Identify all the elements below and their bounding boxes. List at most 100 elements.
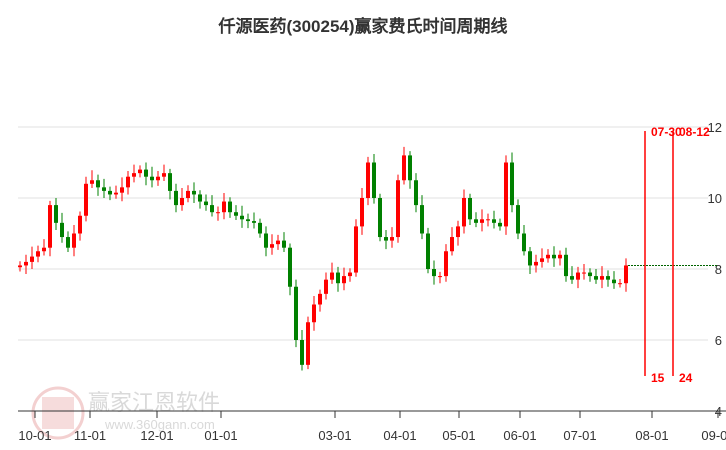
candle-body <box>42 247 46 252</box>
candle-body <box>426 233 430 269</box>
candle-body <box>564 254 568 277</box>
candle-body <box>594 276 598 280</box>
candle-body <box>324 279 328 294</box>
candle-body <box>378 198 382 238</box>
candle-body <box>462 198 466 227</box>
candle-body <box>504 162 508 227</box>
candle-body <box>252 221 256 223</box>
x-tick-label: 07-01 <box>563 428 596 443</box>
candle-body <box>288 247 292 287</box>
candle-body <box>162 173 166 177</box>
candle-body <box>582 272 586 274</box>
cycle-bottom-label: 15 <box>651 371 665 385</box>
candle-body <box>516 205 520 234</box>
x-tick-label: 03-01 <box>318 428 351 443</box>
candle-body <box>510 162 514 206</box>
candle-body <box>186 190 190 198</box>
candle-body <box>114 192 118 195</box>
candle-body <box>144 169 148 177</box>
candle-body <box>78 215 82 234</box>
candle-body <box>480 219 484 223</box>
candle-body <box>276 240 280 245</box>
candle-body <box>282 240 286 248</box>
candle-body <box>216 212 220 214</box>
candle-body <box>372 162 376 198</box>
x-tick-label: 10-01 <box>18 428 51 443</box>
candle-body <box>300 340 304 365</box>
candle-body <box>138 169 142 174</box>
x-tick-label: 01-01 <box>204 428 237 443</box>
candle-body <box>204 201 208 206</box>
candle-body <box>420 205 424 234</box>
candle-body <box>540 258 544 262</box>
candle-body <box>546 254 550 259</box>
candle-body <box>30 256 34 262</box>
candle-body <box>180 198 184 206</box>
candle-body <box>306 322 310 365</box>
candle-body <box>150 176 154 181</box>
candle-body <box>498 222 502 227</box>
candle-body <box>312 304 316 323</box>
y-tick-label: 10 <box>708 191 722 206</box>
watermark-url: www.360gann.com <box>105 417 215 432</box>
candle-body <box>126 176 130 188</box>
chart-title: 仟源医药(300254)赢家费氏时间周期线 <box>218 17 508 36</box>
candle-body <box>468 198 472 220</box>
candle-body <box>522 233 526 252</box>
candle-body <box>474 219 478 223</box>
candle-body <box>72 233 76 248</box>
candle-body <box>366 162 370 198</box>
candle-body <box>132 173 136 177</box>
candle-body <box>336 272 340 284</box>
candle-body <box>384 237 388 241</box>
candle-body <box>450 237 454 252</box>
candle-body <box>102 187 106 191</box>
candle-body <box>588 272 592 277</box>
y-tick-label: 6 <box>715 333 722 348</box>
cycle-bottom-label: 24 <box>679 371 693 385</box>
candle-body <box>408 155 412 181</box>
candle-body <box>456 226 460 238</box>
candle-body <box>96 180 100 188</box>
candle-body <box>222 201 226 213</box>
candle-body <box>48 205 52 248</box>
candle-body <box>120 187 124 193</box>
candle-body <box>390 237 394 241</box>
candle-body <box>66 237 70 248</box>
candle-body <box>492 219 496 223</box>
candle-body <box>174 190 178 206</box>
candle-body <box>558 254 562 259</box>
candle-body <box>240 215 244 220</box>
y-tick-label: 12 <box>708 120 722 135</box>
candle-body <box>354 226 358 273</box>
x-tick-label: 08-01 <box>635 428 668 443</box>
candle-body <box>54 205 58 223</box>
x-tick-label: 05-01 <box>442 428 475 443</box>
y-tick-label: 8 <box>715 262 722 277</box>
candle-body <box>192 190 196 195</box>
candle-body <box>228 201 232 213</box>
candle-body <box>438 276 442 278</box>
candle-body <box>624 265 628 284</box>
watermark-seal-icon <box>31 386 85 440</box>
x-tick-label: 04-01 <box>383 428 416 443</box>
candle-body <box>528 251 532 266</box>
x-tick-label: 06-01 <box>503 428 536 443</box>
candle-body <box>36 251 40 257</box>
candle-body <box>258 222 262 234</box>
candle-body <box>618 283 622 285</box>
candle-body <box>318 293 322 305</box>
candle-body <box>90 180 94 184</box>
cycle-top-label: 07-30 <box>651 125 682 139</box>
candle-body <box>402 155 406 181</box>
candle-body <box>444 251 448 277</box>
x-tick-label: 11-01 <box>74 428 106 443</box>
candle-body <box>600 276 604 280</box>
candle-body <box>108 190 112 195</box>
candle-body <box>570 276 574 280</box>
cycle-top-label: 08-12 <box>679 125 710 139</box>
candle-body <box>534 261 538 266</box>
candle-body <box>210 205 214 213</box>
candle-body <box>348 272 352 277</box>
